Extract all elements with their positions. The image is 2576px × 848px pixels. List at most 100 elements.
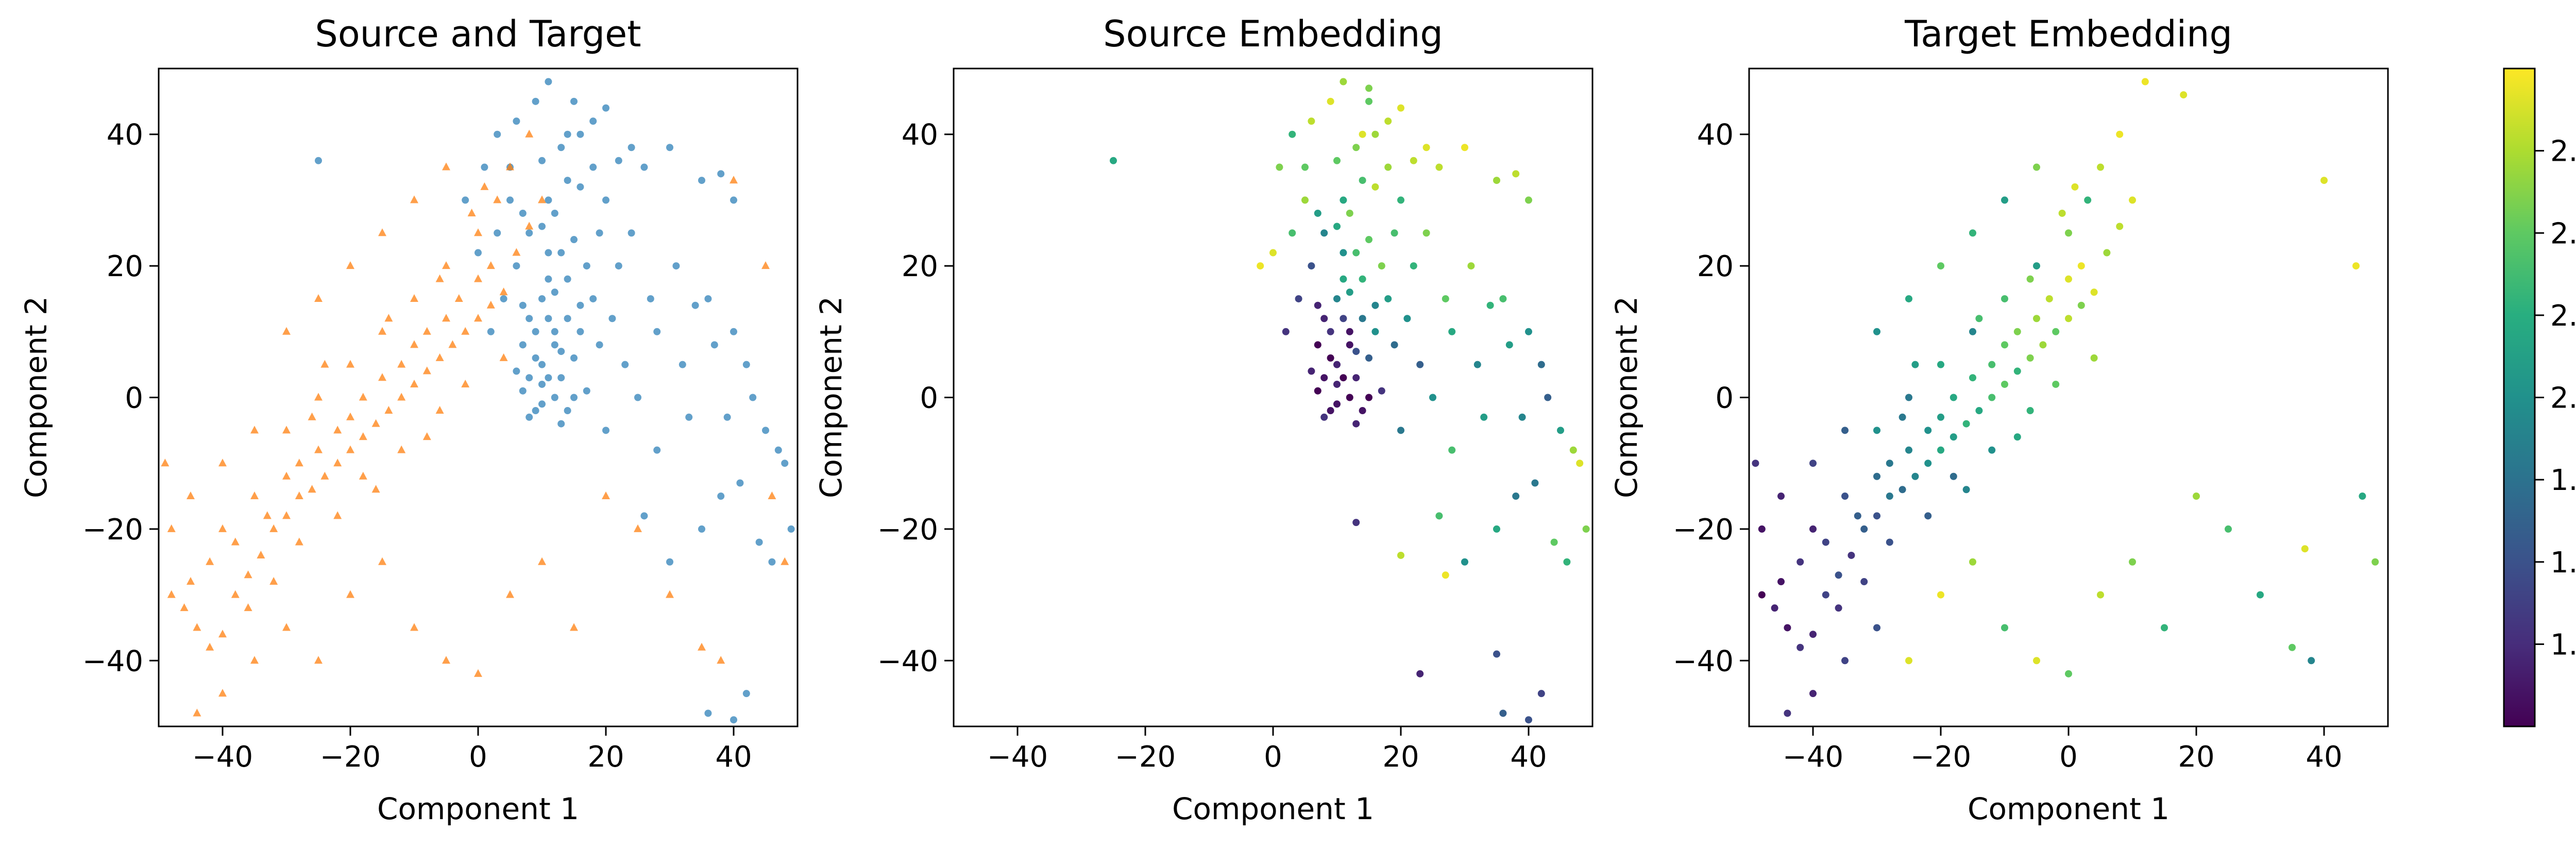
embedding-point <box>2084 196 2092 204</box>
embedding-point <box>2097 163 2104 171</box>
embedding-point <box>1969 229 1976 237</box>
x-tick-label: 0 <box>469 740 487 774</box>
embedding-point <box>1873 512 1880 520</box>
embedding-point <box>2359 493 2366 500</box>
target-point <box>570 623 578 631</box>
target-point <box>359 471 367 480</box>
embedding-point <box>1809 525 1817 533</box>
embedding-point <box>1486 301 1494 309</box>
embedding-point <box>1289 229 1296 237</box>
embedding-point <box>1371 328 1379 335</box>
embedding-point <box>1950 472 1957 480</box>
embedding-point <box>2071 183 2079 191</box>
target-point <box>314 445 323 453</box>
embedding-point <box>2052 380 2060 388</box>
x-tick-label: 20 <box>587 740 624 774</box>
target-point <box>282 471 291 480</box>
embedding-point <box>2090 354 2098 362</box>
embedding-point <box>2033 657 2040 665</box>
embedding-point <box>2039 341 2047 349</box>
target-point <box>538 195 546 203</box>
plot-frame <box>1748 67 2389 727</box>
embedding-point <box>1848 551 1855 559</box>
embedding-point <box>1371 130 1379 138</box>
source-point <box>519 341 527 349</box>
embedding-point <box>1988 446 1996 454</box>
embedding-point <box>1569 446 1577 454</box>
embedding-point <box>1352 420 1360 428</box>
embedding-point <box>1448 328 1456 335</box>
source-point <box>602 104 609 112</box>
embedding-point <box>2257 591 2264 599</box>
embedding-point <box>1777 578 1785 586</box>
source-point <box>762 427 769 434</box>
embedding-point <box>1327 354 1334 362</box>
source-point <box>730 328 737 335</box>
embedding-point <box>1371 183 1379 191</box>
source-point <box>666 558 673 566</box>
target-point <box>218 689 227 697</box>
embedding-point <box>1905 657 1912 665</box>
embedding-point <box>1333 400 1341 408</box>
target-point <box>346 261 354 269</box>
embedding-point <box>1365 97 1372 105</box>
embedding-point <box>1854 512 1861 520</box>
x-tick-label: 40 <box>1510 740 1547 774</box>
target-point <box>193 623 201 631</box>
x-tick-label: 20 <box>2178 740 2214 774</box>
points-target-embedding <box>1752 78 2379 717</box>
embedding-point <box>1346 394 1353 401</box>
target-point <box>218 524 227 532</box>
embedding-point <box>1550 538 1558 546</box>
x-tick-label: 0 <box>1264 740 1282 774</box>
embedding-point <box>1873 472 1880 480</box>
target-point <box>634 524 642 532</box>
target-point <box>730 176 738 184</box>
embedding-point <box>1352 519 1360 527</box>
target-point <box>269 577 278 585</box>
embedding-point <box>1461 558 1468 566</box>
colorbar-ticks: 1.25 1.50 1.75 2.00 2.25 2.50 2.75 <box>2535 135 2576 662</box>
target-point <box>282 511 291 519</box>
source-point <box>538 361 546 368</box>
axis-ticks: −40 −40 −20 −20 0 0 20 20 40 40 <box>1673 118 2343 774</box>
embedding-point <box>1937 361 1944 368</box>
target-point <box>538 557 546 565</box>
embedding-point <box>2116 223 2124 230</box>
source-point <box>315 157 322 164</box>
embedding-point <box>1397 551 1404 559</box>
embedding-point <box>1410 262 1417 270</box>
target-point <box>244 570 252 579</box>
source-point <box>615 157 622 164</box>
y-tick-label: −40 <box>877 645 938 678</box>
embedding-point <box>1784 709 1791 717</box>
source-point <box>506 196 514 204</box>
embedding-point <box>1269 249 1277 257</box>
target-point <box>602 491 610 500</box>
source-point <box>551 328 558 335</box>
target-point <box>371 419 380 427</box>
target-point <box>506 590 514 598</box>
colorbar: 1.251.501.752.002.252.502.75 θE <box>2503 67 2576 727</box>
target-point <box>435 274 444 282</box>
source-point <box>717 170 725 178</box>
embedding-point <box>1346 289 1353 296</box>
target-point <box>378 327 386 335</box>
target-point <box>282 327 291 335</box>
source-point <box>768 558 776 566</box>
source-point <box>532 354 539 362</box>
x-axis-label: Component 1 <box>377 791 579 826</box>
embedding-point <box>2052 328 2060 335</box>
target-point <box>480 182 489 190</box>
y-tick-label: −40 <box>82 645 143 678</box>
embedding-point <box>1499 295 1507 302</box>
y-tick-label: 20 <box>902 250 938 283</box>
points-source-and-target <box>161 78 795 724</box>
target-point <box>244 603 252 612</box>
embedding-point <box>1886 460 1893 467</box>
source-point <box>621 361 629 368</box>
source-point <box>577 183 584 191</box>
source-point <box>545 196 552 204</box>
target-point <box>295 491 303 500</box>
